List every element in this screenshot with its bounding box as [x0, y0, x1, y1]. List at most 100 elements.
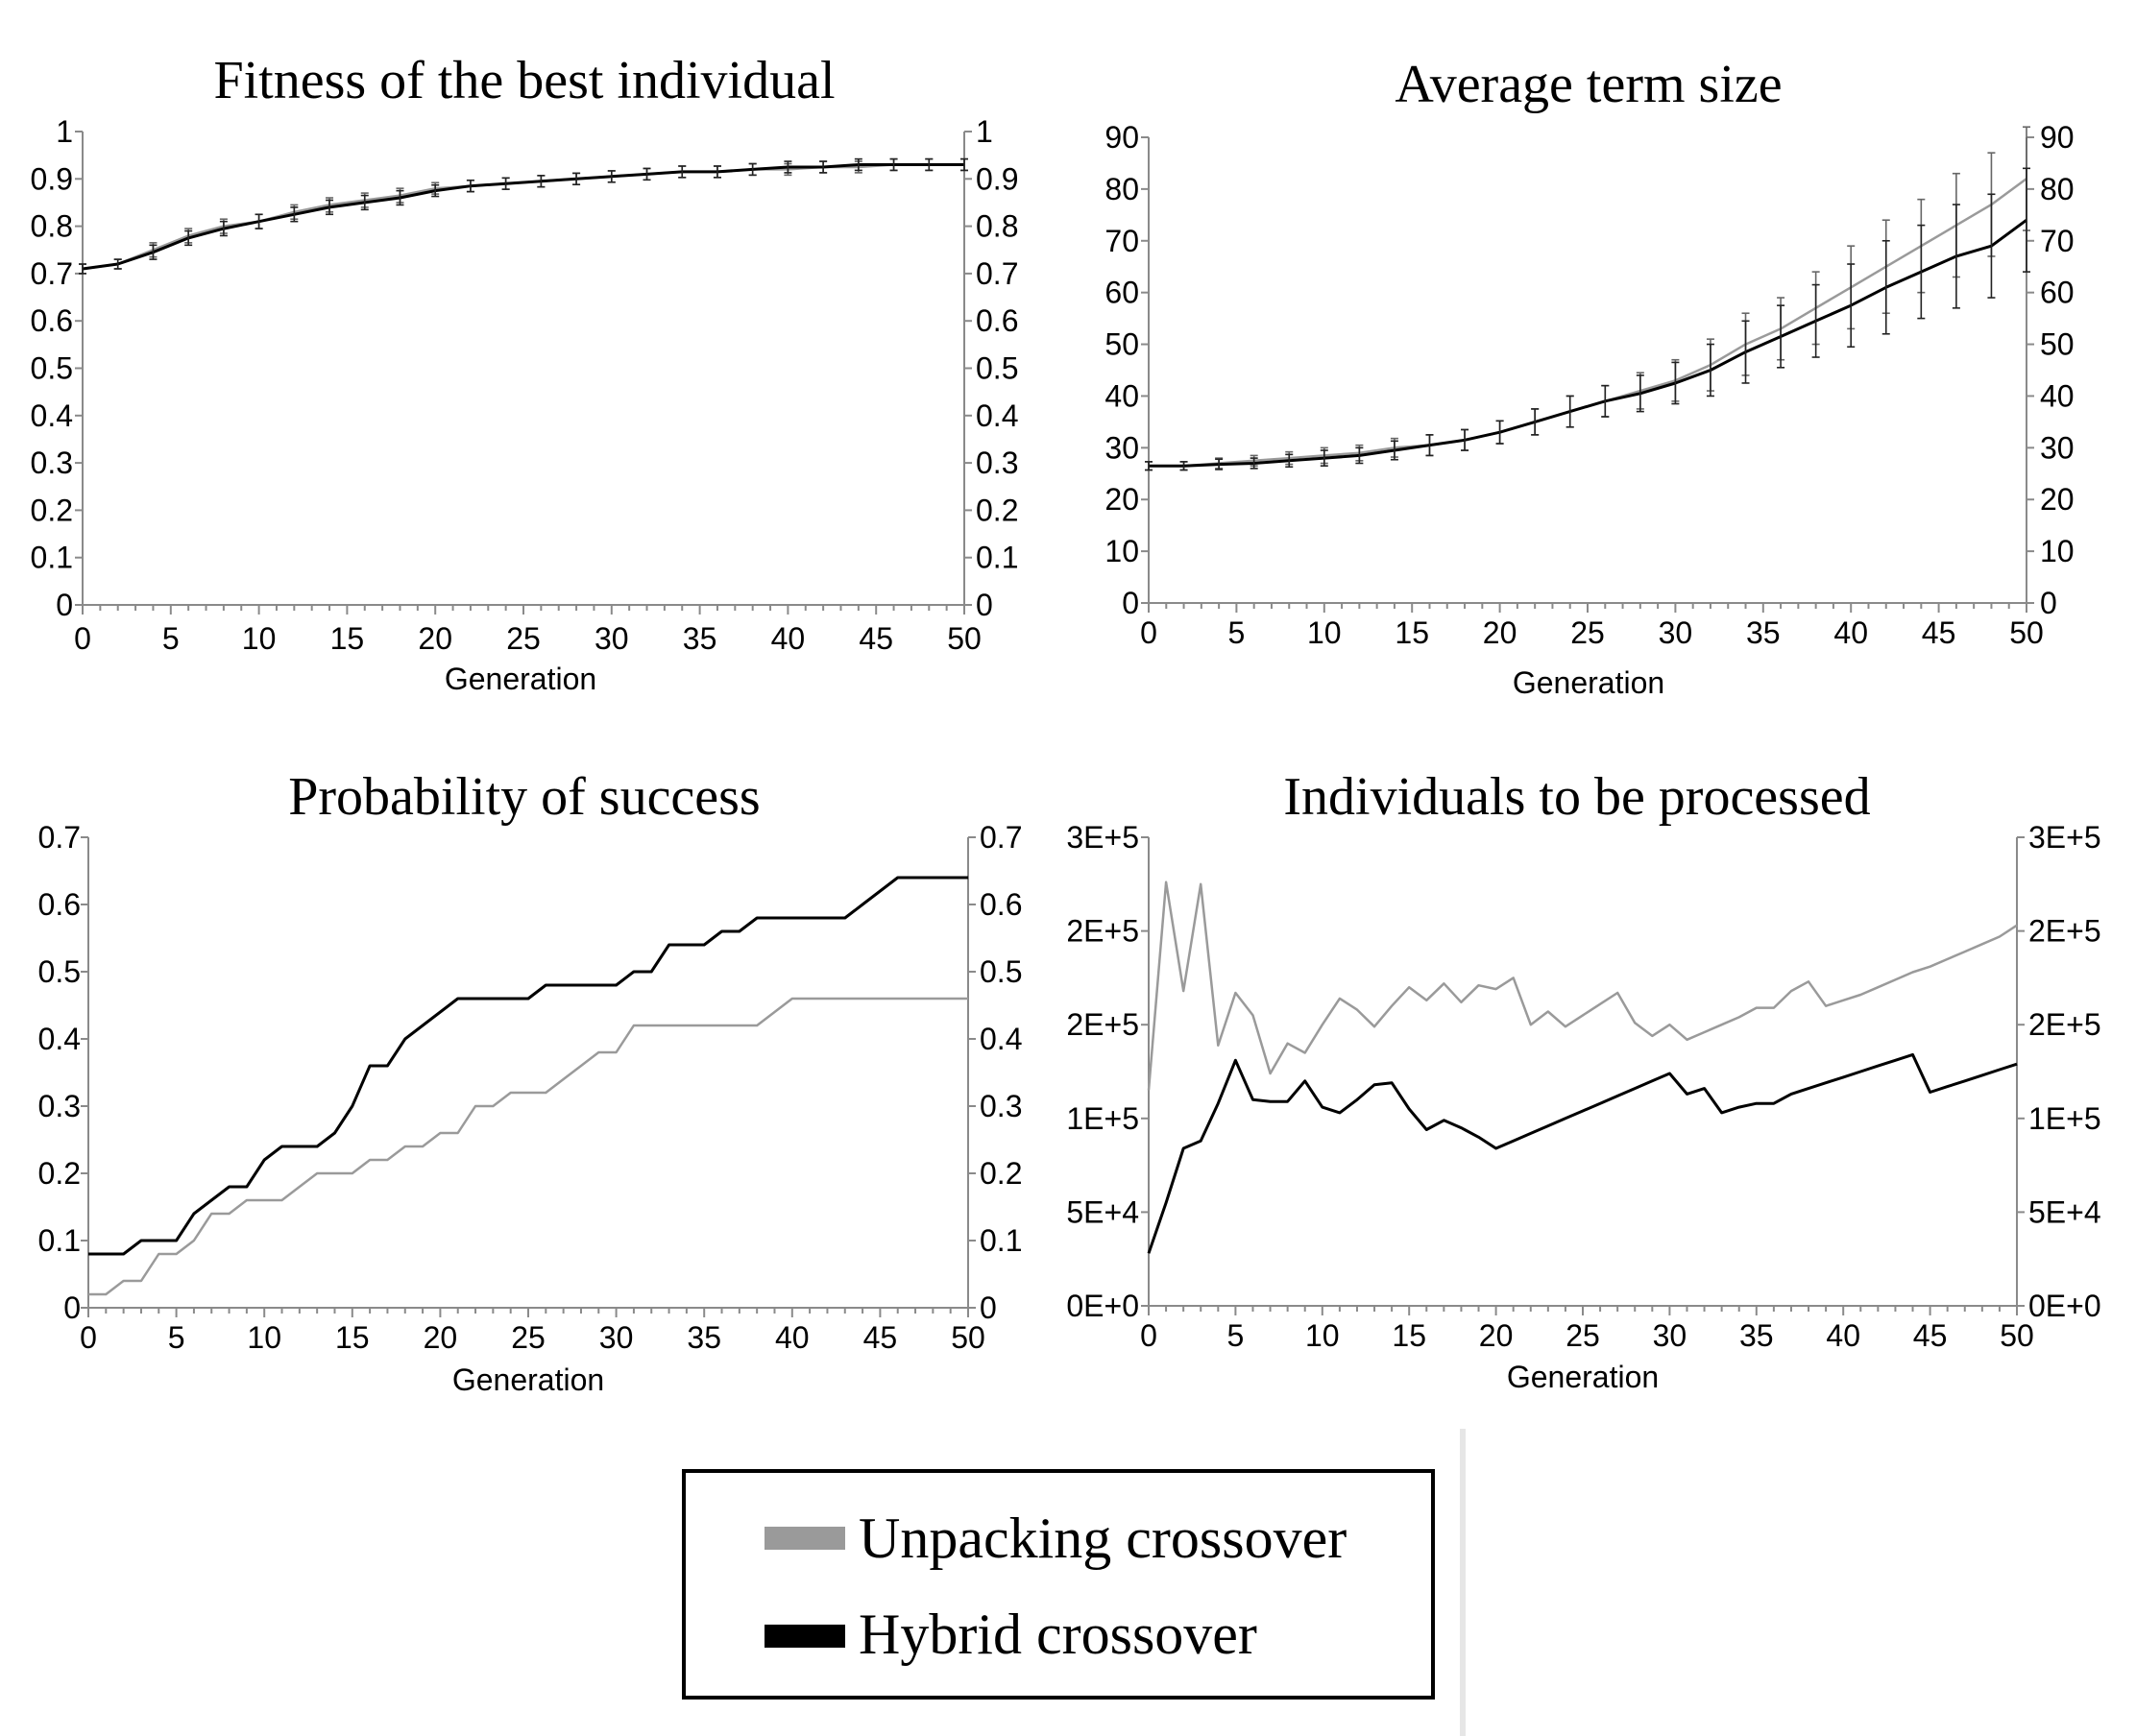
x-axis-label: Generation	[445, 662, 596, 696]
x-tick-label: 40	[775, 1320, 810, 1355]
y-tick-label-right: 0.8	[976, 209, 1018, 244]
x-tick-label: 25	[1570, 615, 1605, 650]
x-tick-label: 5	[1228, 615, 1246, 650]
y-tick-label-right: 60	[2040, 276, 2075, 310]
y-tick-label-left: 10	[1104, 534, 1139, 568]
y-tick-label-left: 0.4	[38, 1022, 81, 1056]
y-tick-label-left: 0.7	[38, 820, 81, 855]
x-tick-label: 30	[1653, 1318, 1687, 1353]
y-tick-label-left: 2E+5	[1066, 914, 1139, 949]
series-line-unpacking	[1149, 178, 2027, 468]
y-tick-label-right: 0.7	[980, 820, 1022, 855]
x-tick-label: 10	[247, 1320, 281, 1355]
y-tick-label-left: 0	[56, 588, 73, 622]
y-tick-label-left: 0	[63, 1290, 81, 1325]
x-tick-label: 40	[1833, 615, 1868, 650]
y-tick-label-left: 1	[56, 114, 73, 149]
y-tick-label-right: 90	[2040, 120, 2075, 155]
x-tick-label: 10	[1305, 1318, 1340, 1353]
chart-probability-success: Probability of success Generation 0 5 10 15…	[38, 767, 1023, 1397]
y-tick-label-right: 10	[2040, 534, 2075, 568]
series-line-hybrid	[1147, 1052, 2018, 1254]
chart-title: Average term size	[1395, 55, 1782, 114]
chart-title: Fitness of the best individual	[213, 51, 835, 110]
y-tick-label-left: 0.3	[31, 446, 73, 480]
divider	[1460, 1429, 1466, 1736]
y-tick-label-right: 80	[2040, 172, 2075, 206]
y-tick-label-left: 0.4	[31, 398, 73, 433]
x-tick-label: 35	[687, 1320, 721, 1355]
legend-label-hybrid: Hybrid crossover	[859, 1603, 1257, 1666]
y-tick-label-right: 1	[976, 114, 993, 149]
x-tick-label: 30	[1659, 615, 1693, 650]
y-tick-label-right: 0.4	[980, 1022, 1022, 1056]
legend-box	[682, 1469, 1435, 1700]
x-axis-label: Generation	[1507, 1360, 1659, 1394]
series-line-unpacking	[82, 163, 964, 271]
legend-swatch-unpacking	[765, 1527, 845, 1550]
y-tick-label-right: 0.3	[980, 1089, 1022, 1123]
series-line-hybrid	[88, 876, 968, 1256]
y-tick-label-left: 0.3	[38, 1089, 81, 1123]
chart-individuals-processed: Individuals to be processed Generation 0…	[1066, 767, 2100, 1394]
x-tick-label: 50	[947, 621, 982, 656]
x-tick-label: 20	[1479, 1318, 1514, 1353]
y-tick-label-right: 0E+0	[2028, 1289, 2101, 1323]
y-tick-label-left: 0E+0	[1066, 1289, 1139, 1323]
x-tick-label: 45	[863, 1320, 898, 1355]
y-tick-label-right: 0	[2040, 586, 2057, 620]
y-tick-label-left: 5E+4	[1066, 1194, 1139, 1229]
x-tick-label: 0	[1140, 1318, 1157, 1353]
x-tick-label: 30	[599, 1320, 634, 1355]
x-tick-label: 10	[242, 621, 277, 656]
x-tick-label: 15	[330, 621, 365, 656]
y-tick-label-right: 50	[2040, 327, 2075, 362]
x-tick-label: 50	[2009, 615, 2044, 650]
y-tick-label-left: 60	[1104, 276, 1139, 310]
x-tick-label: 0	[1140, 615, 1157, 650]
y-tick-label-right: 0.4	[976, 398, 1018, 433]
y-tick-label-right: 0	[976, 588, 993, 622]
y-tick-label-right: 0.3	[976, 446, 1018, 480]
y-tick-label-right: 20	[2040, 482, 2075, 517]
chart-title: Individuals to be processed	[1283, 767, 1870, 827]
y-tick-label-left: 90	[1104, 120, 1139, 155]
y-tick-label-right: 0.2	[980, 1156, 1022, 1191]
y-tick-label-right: 3E+5	[2028, 820, 2101, 855]
x-tick-label: 40	[1826, 1318, 1860, 1353]
series-line-unpacking	[1147, 880, 2018, 1091]
y-tick-label-right: 0.7	[976, 256, 1018, 291]
chart-title: Probability of success	[288, 767, 760, 827]
x-tick-label: 50	[951, 1320, 985, 1355]
x-tick-label: 15	[1392, 1318, 1426, 1353]
y-tick-label-right: 0.6	[980, 887, 1022, 922]
y-tick-label-right: 2E+5	[2028, 1007, 2101, 1042]
x-axis-label: Generation	[1513, 665, 1664, 700]
x-tick-label: 25	[506, 621, 541, 656]
x-tick-label: 0	[80, 1320, 97, 1355]
legend-label-unpacking: Unpacking crossover	[859, 1507, 1347, 1570]
x-tick-label: 20	[424, 1320, 458, 1355]
x-tick-label: 20	[1483, 615, 1517, 650]
x-tick-label: 5	[162, 621, 180, 656]
legend-swatch-hybrid	[765, 1625, 845, 1648]
x-tick-label: 0	[74, 621, 91, 656]
series-line-unpacking	[88, 997, 968, 1296]
y-tick-label-left: 3E+5	[1066, 820, 1139, 855]
y-tick-label-right: 30	[2040, 430, 2075, 465]
y-tick-label-left: 50	[1104, 327, 1139, 362]
chart-term-size: Average term size Generation 0 5 10 15 20 25 3…	[1104, 55, 2074, 700]
y-tick-label-left: 30	[1104, 430, 1139, 465]
legend: Unpacking crossover Hybrid crossover	[682, 1469, 1435, 1700]
series-line-hybrid	[82, 163, 964, 271]
x-tick-label: 10	[1307, 615, 1342, 650]
y-tick-label-left: 0.1	[31, 541, 73, 575]
y-tick-label-left: 1E+5	[1066, 1101, 1139, 1136]
x-tick-label: 45	[859, 621, 893, 656]
x-tick-label: 15	[1395, 615, 1429, 650]
y-tick-label-left: 0.5	[38, 954, 81, 989]
y-tick-label-right: 70	[2040, 224, 2075, 258]
x-tick-label: 20	[418, 621, 452, 656]
x-tick-label: 5	[168, 1320, 185, 1355]
